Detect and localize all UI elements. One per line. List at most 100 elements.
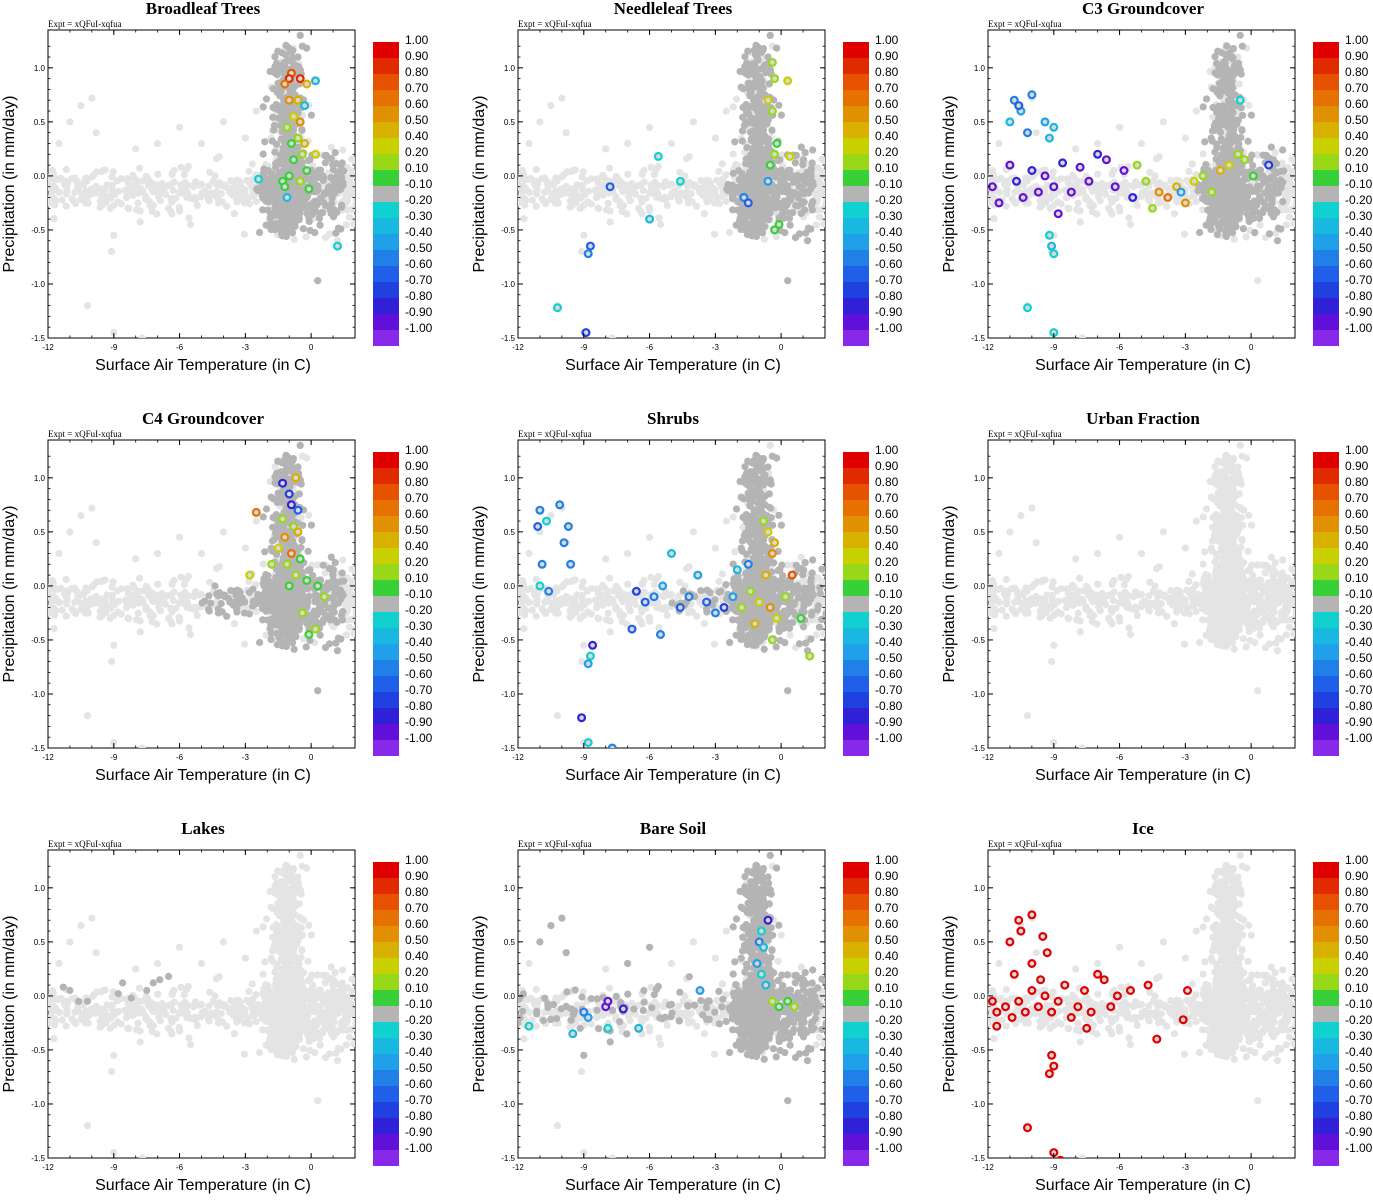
background-point [1009, 197, 1018, 205]
background-point [126, 187, 134, 195]
background-point [342, 221, 350, 229]
background-point [63, 187, 71, 195]
colorbar-label: 0.70 [875, 81, 899, 95]
colorbar-swatch [843, 330, 869, 346]
x-tick-label: -12 [512, 343, 524, 352]
x-tick-label: 0 [779, 343, 784, 352]
neutral-point [272, 101, 280, 109]
data-point [282, 193, 292, 203]
background-point [1064, 204, 1072, 212]
neutral-point [337, 225, 345, 233]
background-point [1115, 204, 1124, 212]
panel-title: Broadleaf Trees [146, 0, 261, 18]
colorbar-swatch [373, 266, 399, 282]
background-point [57, 174, 65, 182]
background-point [711, 134, 720, 142]
neutral-point [739, 85, 747, 93]
colorbar-label: -0.70 [405, 273, 433, 287]
neutral-point [802, 229, 810, 237]
neutral-point [319, 176, 327, 184]
background-point [93, 168, 101, 176]
colorbar-label: -0.90 [405, 305, 433, 319]
neutral-point [316, 221, 324, 229]
background-point [245, 200, 253, 208]
neutral-point [315, 214, 324, 222]
data-point [293, 133, 303, 143]
colorbar-swatch [373, 122, 399, 138]
background-point [990, 175, 999, 183]
colorbar-swatch [843, 170, 869, 186]
background-point [659, 183, 668, 191]
background-point [646, 123, 654, 131]
colorbar-label: -0.40 [875, 225, 903, 239]
background-point [348, 205, 355, 214]
expt-label: Expt = xQFuI-xqfua [518, 19, 592, 29]
background-point [823, 180, 825, 187]
neutral-point [797, 143, 805, 151]
data-point [311, 149, 321, 159]
data-point [770, 74, 780, 84]
data-point [311, 76, 321, 86]
background-point [108, 185, 116, 193]
background-point [722, 107, 730, 115]
neutral-point [785, 214, 794, 222]
background-point [227, 177, 235, 185]
background-point [640, 166, 648, 175]
background-point [1091, 183, 1099, 191]
background-point [550, 181, 558, 189]
background-point [154, 170, 162, 178]
colorbar-label: 0.20 [405, 145, 429, 159]
neutral-point [270, 183, 278, 191]
neutral-point [737, 225, 745, 234]
neutral-point [328, 194, 336, 202]
points-layer [518, 31, 825, 338]
neutral-point [748, 65, 756, 73]
background-point [572, 198, 580, 206]
background-point [1133, 201, 1141, 209]
background-point [83, 302, 92, 310]
background-point [115, 187, 123, 195]
background-point [205, 182, 213, 190]
background-point [732, 95, 741, 103]
background-point [1188, 160, 1196, 168]
background-point [710, 230, 719, 238]
background-point [621, 183, 629, 191]
colorbar-label: 0.10 [875, 161, 899, 175]
background-point [88, 94, 96, 102]
background-point [168, 210, 176, 218]
data-point [280, 79, 290, 89]
colorbar-label: 0.90 [405, 49, 429, 63]
background-point [101, 187, 109, 195]
background-point [339, 146, 347, 154]
neutral-point [288, 229, 297, 237]
colorbar-label: -0.30 [875, 209, 903, 223]
background-point [1152, 155, 1161, 163]
neutral-point [765, 195, 773, 203]
background-point [822, 197, 825, 204]
background-point [1046, 204, 1054, 212]
background-point [674, 195, 683, 203]
background-point [74, 187, 82, 195]
background-point [592, 194, 601, 202]
neutral-point [757, 65, 765, 73]
background-point [639, 186, 647, 195]
background-point [1043, 181, 1051, 189]
neutral-point [774, 157, 782, 165]
background-point [602, 145, 610, 153]
neutral-point [806, 186, 814, 194]
colorbar-swatch [373, 138, 399, 154]
data-point [280, 182, 290, 192]
background-point [58, 196, 66, 204]
y-tick-label: -0.5 [31, 226, 45, 235]
neutral-point [281, 143, 289, 151]
background-point [204, 195, 213, 203]
colorbar-label: -0.10 [875, 177, 903, 191]
neutral-point [299, 187, 307, 196]
colorbar-label: -0.60 [405, 257, 433, 271]
y-tick-label: -1.5 [501, 334, 515, 343]
neutral-point [332, 229, 340, 237]
neutral-point [723, 185, 731, 193]
background-point [249, 192, 257, 200]
